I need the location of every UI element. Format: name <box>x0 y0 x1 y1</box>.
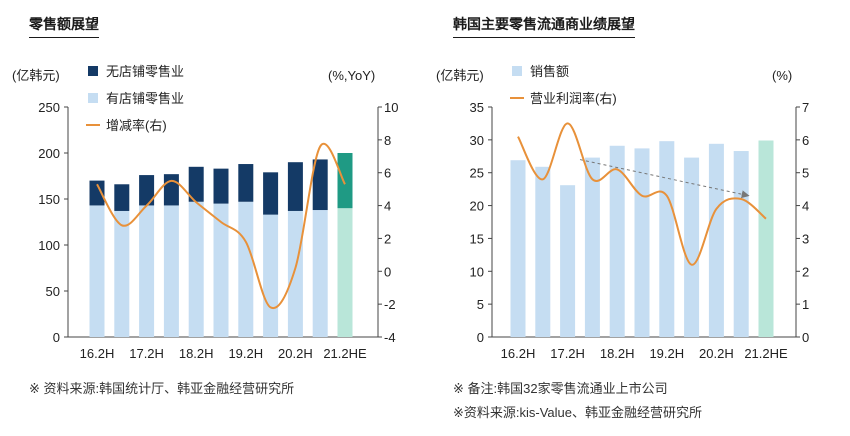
left-bar-nonstore <box>263 172 279 215</box>
right-y-tick-label: 10 <box>470 264 484 279</box>
left-y2-tick-label: -4 <box>384 330 396 345</box>
left-bar-store <box>312 210 328 337</box>
left-bar-nonstore <box>213 168 229 204</box>
left-series-line <box>96 142 346 310</box>
left-y-axis-label: (亿韩元) <box>12 68 60 83</box>
right-bar-sales <box>659 141 675 337</box>
right-trend-arrow <box>579 159 750 199</box>
left-bar-nonstore <box>238 164 254 202</box>
left-y-tick-label: 50 <box>46 284 60 299</box>
right-y2-tick-label: 5 <box>802 166 809 181</box>
left-legend-label: 有店铺零售业 <box>106 91 184 106</box>
right-x-tick-label: 18.2H <box>600 346 635 361</box>
left-y2-axis-label: (%,YoY) <box>328 68 375 83</box>
right-bar-sales <box>584 157 600 337</box>
left-bar-nonstore <box>114 184 130 211</box>
left-bar-store <box>287 210 303 337</box>
left-legend-label: 增减率(右) <box>106 118 167 133</box>
right-x-tick-label: 19.2H <box>649 346 684 361</box>
right-x-tick-label: 16.2H <box>501 346 536 361</box>
right-legend-label: 营业利润率(右) <box>530 91 617 106</box>
left-bar-store <box>238 201 254 337</box>
right-y2-tick-label: 6 <box>802 133 809 148</box>
right-y-tick-label: 0 <box>477 330 484 345</box>
right-bar-sales <box>609 145 625 337</box>
left-bar-nonstore <box>312 159 328 211</box>
right-y2-tick-label: 0 <box>802 330 809 345</box>
left-y-tick-label: 200 <box>38 146 60 161</box>
right-bar-sales <box>634 148 650 337</box>
right-series-line <box>517 122 767 266</box>
right-bar-sales <box>510 160 526 337</box>
left-y-tick-label: 0 <box>53 330 60 345</box>
right-y-tick-label: 5 <box>477 297 484 312</box>
right-x-tick-label: 20.2H <box>699 346 734 361</box>
left-bar-nonstore <box>337 153 353 209</box>
right-source-note: ※资料来源:kis-Value、韩亚金融经营研究所 <box>453 405 703 420</box>
right-bar-sales <box>733 151 749 337</box>
left-y-tick-label: 150 <box>38 192 60 207</box>
right-bar-sales <box>684 157 700 337</box>
left-chart-title: 零售额展望 <box>29 14 99 38</box>
left-bar-nonstore <box>89 180 105 206</box>
right-y-axis-label: (亿韩元) <box>436 68 484 83</box>
left-y2-tick-label: 2 <box>384 231 391 246</box>
left-bar-store <box>213 203 229 337</box>
left-bar-store <box>89 205 105 337</box>
right-y2-tick-label: 3 <box>802 231 809 246</box>
right-y-tick-label: 30 <box>470 133 484 148</box>
left-x-tick-label: 19.2H <box>228 346 263 361</box>
left-legend-swatch <box>88 93 98 103</box>
right-x-tick-label: 17.2H <box>550 346 585 361</box>
left-bar-nonstore <box>287 162 303 211</box>
right-y2-axis-label: (%) <box>772 68 792 83</box>
right-y-tick-label: 20 <box>470 199 484 214</box>
right-legend-label: 销售额 <box>530 64 569 79</box>
right-bar-sales <box>535 166 551 337</box>
left-bar-store <box>188 201 204 337</box>
left-bar-nonstore <box>139 175 155 206</box>
left-y-tick-label: 100 <box>38 238 60 253</box>
right-legend-swatch <box>512 66 522 76</box>
left-x-tick-label: 20.2H <box>278 346 313 361</box>
right-y-tick-label: 35 <box>470 100 484 115</box>
left-legend-label: 无店铺零售业 <box>106 64 184 79</box>
left-bar-store <box>263 214 279 337</box>
right-y-tick-label: 25 <box>470 166 484 181</box>
left-bar-nonstore <box>163 174 179 206</box>
left-x-tick-label: 17.2H <box>129 346 164 361</box>
left-y-tick-label: 250 <box>38 100 60 115</box>
left-y2-tick-label: 0 <box>384 264 391 279</box>
left-bar-nonstore <box>188 166 204 202</box>
left-bar-store <box>114 210 130 337</box>
right-y2-tick-label: 2 <box>802 264 809 279</box>
right-y2-tick-label: 7 <box>802 100 809 115</box>
left-source-note: ※ 资料来源:韩国统计厅、韩亚金融经营研究所 <box>29 381 295 396</box>
left-x-tick-label: 16.2H <box>80 346 115 361</box>
right-bar-sales <box>560 185 576 337</box>
left-y2-tick-label: 6 <box>384 166 391 181</box>
left-y2-tick-label: 8 <box>384 133 391 148</box>
right-y-tick-label: 15 <box>470 231 484 246</box>
right-x-tick-label: 21.2HE <box>744 346 788 361</box>
left-bar-store <box>139 205 155 337</box>
left-bar-store <box>163 205 179 337</box>
left-y2-tick-label: 10 <box>384 100 398 115</box>
right-y2-tick-label: 1 <box>802 297 809 312</box>
right-bar-sales <box>708 143 724 337</box>
right-y2-tick-label: 4 <box>802 199 809 214</box>
right-bar-sales <box>758 140 774 337</box>
right-remark-note: ※ 备注:韩国32家零售流通业上市公司 <box>453 381 668 396</box>
left-legend-swatch <box>88 66 98 76</box>
left-y2-tick-label: -2 <box>384 297 396 312</box>
right-chart-title: 韩国主要零售流通商业绩展望 <box>453 14 635 38</box>
left-bar-store <box>337 208 353 337</box>
left-x-tick-label: 18.2H <box>179 346 214 361</box>
left-x-tick-label: 21.2HE <box>323 346 367 361</box>
left-y2-tick-label: 4 <box>384 199 391 214</box>
